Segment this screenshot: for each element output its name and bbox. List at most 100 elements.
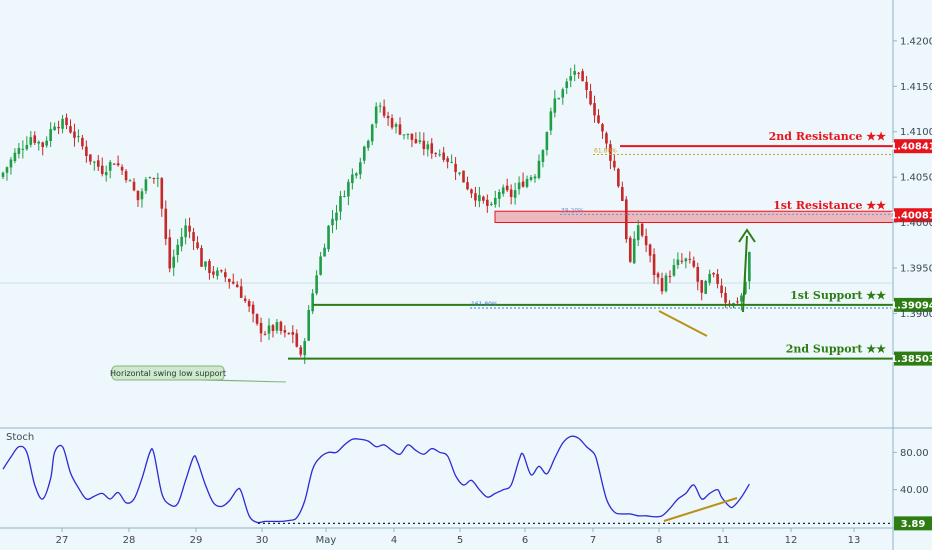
level-price-tag [894, 351, 932, 366]
candle-body [426, 144, 430, 150]
candle-body [720, 285, 723, 294]
price-tick-label: 1.41000 [900, 127, 932, 138]
candle-body [196, 242, 199, 249]
candle-body [664, 275, 668, 292]
candle-body [327, 225, 330, 250]
candle-body [96, 160, 100, 167]
candle-body [740, 295, 743, 302]
level-price-text: 1.38503 [890, 354, 932, 365]
candle-body [712, 272, 715, 275]
candle-body [557, 98, 561, 100]
candle-body [271, 325, 275, 332]
candle-body [116, 163, 120, 166]
fib-label: 61.80% [594, 147, 617, 154]
candle-body [696, 267, 700, 282]
stoch-tick-label: 40.00 [900, 485, 929, 496]
candle-body [227, 278, 231, 282]
candle-body [692, 260, 696, 267]
candle-body [192, 232, 195, 242]
time-tick-label: 28 [123, 535, 136, 546]
time-tick-label: 11 [717, 535, 730, 546]
candle-body [569, 76, 573, 81]
candle-body [565, 81, 569, 89]
candle-body [339, 196, 342, 212]
candle-body [77, 136, 80, 138]
candle-body [624, 199, 628, 240]
candle-body [73, 131, 76, 138]
callout-text: Horizontal swing low support [110, 369, 226, 378]
candle-body [672, 265, 676, 276]
candle-body [450, 162, 453, 164]
candle-body [406, 133, 410, 136]
price-tick-label: 1.40500 [900, 173, 932, 184]
candle-body [351, 174, 354, 184]
candle-body [656, 273, 660, 278]
time-tick-label: May [316, 535, 337, 546]
level-label: 2nd Resistance ★★ [769, 130, 886, 143]
candle-body [81, 137, 84, 147]
candle-body [148, 177, 152, 179]
candle-body [724, 292, 727, 303]
candle-body [132, 181, 136, 191]
candle-body [585, 81, 588, 91]
candle-body [748, 252, 751, 282]
candle-body [343, 196, 346, 198]
candle-body [220, 270, 223, 272]
candle-body [283, 330, 287, 333]
candle-body [490, 203, 493, 205]
candles-layer [1, 64, 751, 365]
candle-body [180, 236, 183, 247]
candle-body [100, 165, 104, 174]
time-tick-label: 4 [391, 535, 397, 546]
candle-body [505, 185, 509, 191]
level-price-text: 1.40841 [890, 142, 932, 153]
time-tick-label: 6 [522, 535, 528, 546]
price-tick-label: 1.39000 [900, 309, 932, 320]
candle-body [311, 293, 314, 312]
candle-body [561, 89, 565, 98]
candle-body [247, 300, 251, 307]
candle-body [287, 333, 291, 335]
candle-body [156, 177, 160, 179]
candle-body [136, 190, 140, 201]
candle-body [549, 111, 553, 131]
candle-body [648, 244, 652, 256]
callout-pointer [199, 379, 287, 383]
candle-body [509, 189, 513, 198]
candle-body [708, 273, 711, 283]
fib-label: 161.80% [471, 301, 498, 308]
candle-body [231, 281, 235, 284]
candle-body [319, 256, 322, 275]
candle-body [402, 134, 406, 136]
candle-body [501, 187, 505, 194]
candle-body [323, 247, 326, 257]
candle-body [541, 150, 545, 162]
candle-body [613, 160, 616, 168]
candle-body [684, 258, 688, 262]
candle-body [390, 118, 394, 128]
candle-body [104, 172, 108, 176]
candle-body [525, 179, 529, 187]
candle-body [25, 144, 29, 150]
candle-body [478, 194, 481, 202]
candle-body [176, 244, 179, 255]
stoch-tick-label: 80.00 [900, 448, 929, 459]
candle-body [9, 159, 13, 168]
candle-body [267, 325, 271, 334]
zone-layer [494, 210, 894, 223]
time-tick-label: 27 [56, 535, 69, 546]
candle-body [69, 126, 72, 133]
candle-body [577, 72, 580, 74]
candle-body [636, 225, 640, 241]
candle-body [124, 171, 128, 181]
candle-body [545, 132, 549, 151]
candle-body [529, 177, 533, 180]
candle-body [640, 223, 644, 236]
candle-body [120, 166, 124, 171]
candle-body [418, 140, 422, 143]
stoch-value-text: 3.89 [901, 519, 926, 530]
candle-body [303, 341, 307, 356]
level-label: 1st Support ★★ [790, 289, 886, 302]
